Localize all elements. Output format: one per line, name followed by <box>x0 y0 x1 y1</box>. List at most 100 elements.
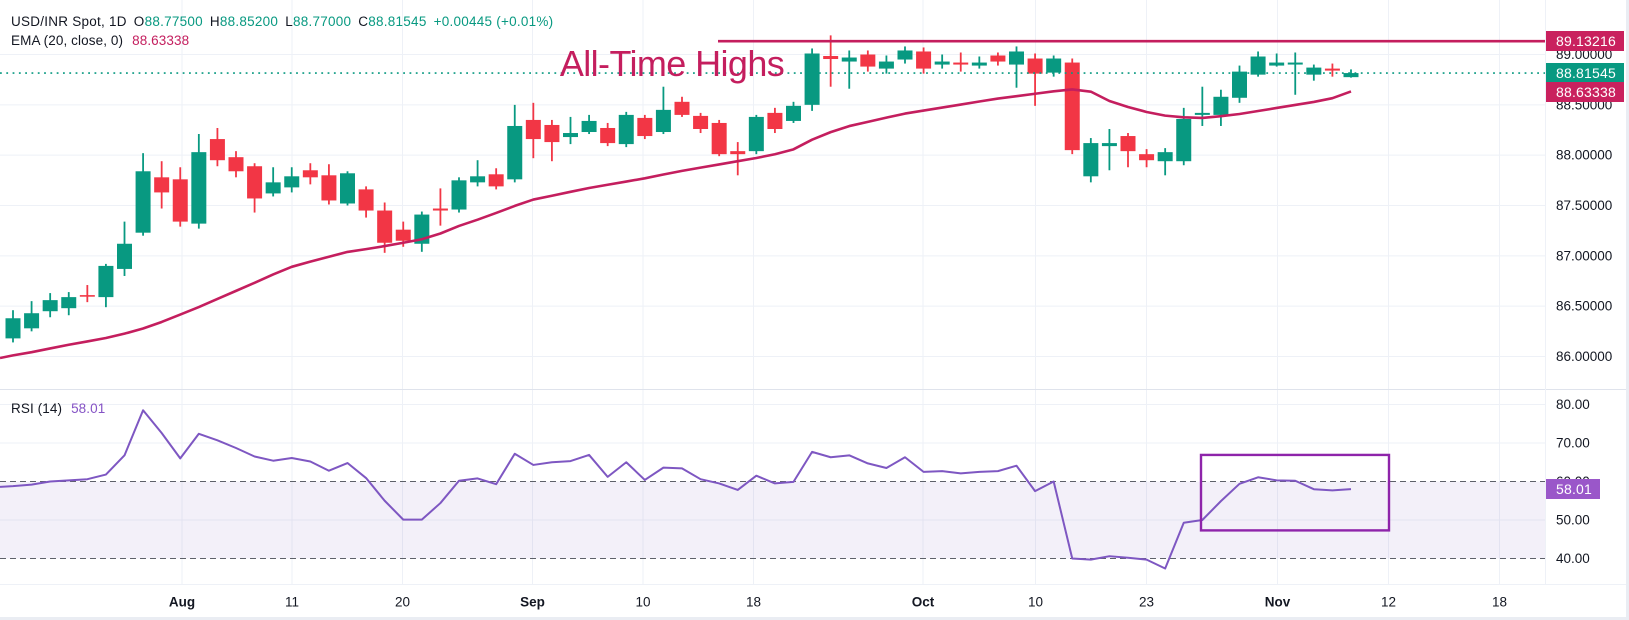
candle-body <box>785 105 801 121</box>
rsi-value-badge: 58.01 <box>1546 479 1600 499</box>
ema-label[interactable]: EMA (20, close, 0) <box>11 32 124 48</box>
rsi-value: 58.01 <box>71 400 106 416</box>
price-axis-label: 86.50000 <box>1556 299 1612 314</box>
candle-body <box>1139 154 1155 161</box>
candle-body <box>600 127 616 144</box>
candle-body <box>24 313 40 329</box>
candle-body <box>1343 73 1359 78</box>
candle-body <box>1250 56 1266 75</box>
candle-body <box>1194 112 1210 115</box>
time-axis-label[interactable]: Sep <box>520 595 545 610</box>
rsi-rectangle-drawing[interactable] <box>1199 453 1391 532</box>
symbol-legend: USD/INR Spot, 1D O88.77500 H88.85200 L88.77… <box>11 14 553 29</box>
candle-body <box>42 300 58 312</box>
candle-body <box>302 170 318 178</box>
symbol-title[interactable]: USD/INR Spot, 1D <box>11 14 127 29</box>
ema-line[interactable] <box>0 88 1352 360</box>
time-axis-label[interactable]: 12 <box>1381 595 1396 610</box>
candles <box>5 35 1359 343</box>
time-axis-label[interactable]: Oct <box>912 595 935 610</box>
price-axis-label: 86.00000 <box>1556 349 1612 364</box>
candle-body <box>61 297 77 309</box>
candle-body <box>1324 68 1340 71</box>
candle-body <box>544 124 560 143</box>
bottom-edge-strip <box>0 617 1629 620</box>
candle-body <box>154 177 170 193</box>
candle-body <box>860 54 876 67</box>
time-axis-label[interactable]: Nov <box>1265 595 1291 610</box>
candle-body <box>525 119 541 140</box>
ohlc-value: 88.77500 <box>144 14 203 29</box>
candle-body <box>971 62 987 66</box>
candle-body <box>507 125 523 180</box>
candle-body <box>953 62 969 65</box>
ohlc-values: O88.77500 H88.85200 L88.77000 C88.81545 <box>127 14 427 29</box>
candle-body <box>395 229 411 241</box>
candle-body <box>878 61 894 69</box>
candle-body <box>823 56 839 60</box>
candle-body <box>432 208 448 211</box>
candle-body <box>358 189 374 211</box>
candle-body <box>116 243 132 269</box>
candle-body <box>767 112 783 129</box>
time-axis-label[interactable]: Aug <box>169 595 195 610</box>
candle-body <box>247 166 263 199</box>
candle-body <box>1027 58 1043 74</box>
time-axis-label[interactable]: 10 <box>635 595 650 610</box>
candle-body <box>1101 143 1117 147</box>
candle-body <box>321 175 337 201</box>
ohlc-value: 88.77000 <box>292 14 352 29</box>
time-axis-label[interactable]: 11 <box>285 595 299 610</box>
all-time-highs-annotation[interactable]: All-Time Highs <box>559 43 785 84</box>
candle-body <box>730 151 746 155</box>
candle-body <box>135 171 151 233</box>
candle-body <box>284 176 300 188</box>
time-axis-label[interactable]: 23 <box>1139 595 1154 610</box>
ema-legend: EMA (20, close, 0) 88.63338 <box>11 33 189 48</box>
candle-body <box>79 295 95 297</box>
candle-body <box>1269 62 1285 66</box>
candle-body <box>377 210 393 243</box>
candle-body <box>1120 136 1136 152</box>
candle-body <box>265 182 281 194</box>
price-axis-label: 87.50000 <box>1556 198 1612 213</box>
candle-body <box>1213 96 1229 115</box>
ohlc-key: C <box>358 14 369 29</box>
candle-body <box>916 51 932 69</box>
candle-body <box>841 57 857 62</box>
candle-body <box>414 214 430 244</box>
candle-body <box>693 115 709 129</box>
candle-body <box>1083 143 1099 177</box>
ohlc-value: 88.81545 <box>368 14 427 29</box>
candle-body <box>674 101 690 115</box>
time-axis-label[interactable]: 18 <box>746 595 761 610</box>
rsi-legend: RSI (14) 58.01 <box>11 401 105 416</box>
rsi-axis-label: 70.00 <box>1556 436 1590 451</box>
candle-body <box>5 318 21 339</box>
candle-body <box>228 157 244 172</box>
time-axis-label[interactable]: 10 <box>1028 595 1043 610</box>
price-axis-label: 87.00000 <box>1556 248 1612 263</box>
ohlc-value: 88.85200 <box>219 14 279 29</box>
time-axis-label[interactable]: 20 <box>395 595 410 610</box>
candle-body <box>191 152 207 224</box>
ohlc-key: H <box>209 14 220 29</box>
candle-body <box>451 180 467 210</box>
right-edge-strip <box>1626 0 1629 620</box>
candle-body <box>470 176 486 183</box>
candle-body <box>562 133 578 138</box>
candle-body <box>339 173 355 204</box>
candle-body <box>1064 62 1080 151</box>
time-axis-label[interactable]: 18 <box>1492 595 1507 610</box>
candle-body <box>1157 152 1173 162</box>
last-price-badge: 88.81545 <box>1546 63 1624 83</box>
candle-body <box>1231 71 1247 98</box>
candle-body <box>488 174 504 187</box>
candle-body <box>655 109 671 133</box>
ohlc-key: L <box>285 14 293 29</box>
ema-price-badge: 88.63338 <box>1546 81 1624 102</box>
rsi-line[interactable] <box>0 409 1352 570</box>
rsi-label[interactable]: RSI (14) <box>11 400 63 416</box>
